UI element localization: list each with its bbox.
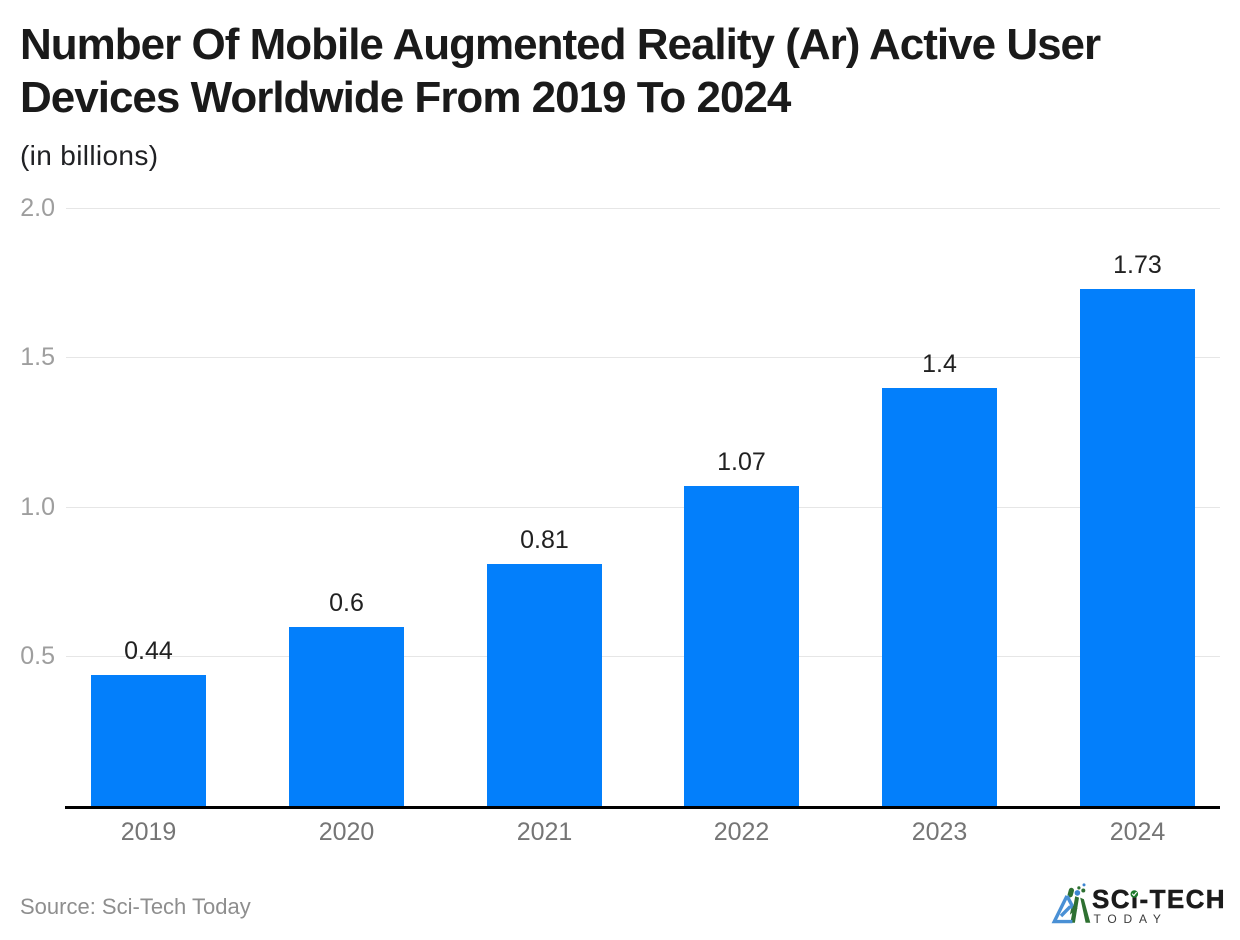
svg-text:SCı-TECH: SCı-TECH [1092,884,1226,914]
svg-text:TODAY: TODAY [1094,912,1168,926]
